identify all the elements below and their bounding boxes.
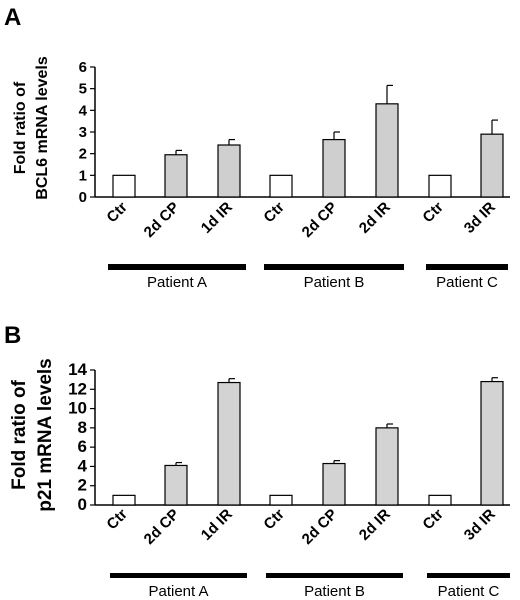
bar-2d-cp	[322, 462, 346, 506]
x-tick-label: 2d CP	[299, 199, 341, 241]
chart-panel-A: A Fold ratio of BCL6 mRNA levels 0 1 2 3 4 5 6 Ctr…	[4, 4, 510, 291]
x-tick-label: Ctr	[260, 199, 287, 226]
y-tick-label: 12	[68, 379, 87, 398]
group-label: Patient B	[304, 583, 365, 600]
y-axis-label-line: Fold ratio of	[12, 81, 29, 174]
x-tick-label: 1d IR	[198, 199, 236, 237]
x-tick-label: 2d IR	[356, 506, 394, 544]
y-tick-label: 2	[79, 146, 87, 163]
bar-ctr	[112, 174, 136, 198]
y-tick-label: 4	[78, 456, 88, 475]
x-tick-label: 1d IR	[198, 506, 236, 544]
bar-2d-ir	[375, 427, 399, 506]
bar-1d-ir	[217, 144, 241, 198]
group-line	[108, 264, 246, 270]
y-tick-label: 6	[78, 437, 87, 456]
x-tick-label: 2d CP	[141, 506, 183, 548]
group-line	[264, 264, 404, 270]
panel-label: B	[4, 322, 21, 349]
y-tick-label: 8	[78, 418, 87, 437]
bar-ctr	[428, 174, 452, 198]
y-axis-label-line: Fold ratio of	[9, 379, 30, 489]
group-label: Patient C	[436, 274, 498, 291]
chart-panel-B: B Fold ratio of p21 mRNA levels 02468101214…	[4, 322, 510, 600]
y-axis-label-line: p21 mRNA levels	[35, 358, 56, 511]
group-label: Patient A	[147, 274, 207, 291]
x-tick-label: Ctr	[103, 199, 130, 226]
bar-2d-cp	[164, 464, 188, 506]
bar-2d-cp	[322, 138, 346, 198]
y-tick-label: 3	[79, 124, 87, 141]
bar-ctr	[269, 494, 293, 506]
bar-ctr	[112, 494, 136, 506]
x-tick-label: 3d IR	[461, 506, 499, 544]
y-tick-label: 10	[68, 399, 87, 418]
bar-2d-ir	[375, 103, 399, 198]
group-label: Patient A	[148, 583, 208, 600]
group-label: Patient B	[304, 274, 365, 291]
group-line	[266, 573, 403, 578]
group-line	[110, 573, 247, 578]
y-tick-label: 1	[79, 167, 87, 184]
panel-label: A	[4, 4, 21, 31]
y-tick-label: 4	[79, 102, 88, 119]
group-line	[426, 264, 508, 270]
y-tick-label: 5	[79, 81, 87, 98]
x-tick-label: 2d CP	[141, 199, 183, 241]
bar-3d-ir	[480, 380, 504, 506]
y-tick-label: 14	[68, 360, 87, 379]
group-line	[427, 573, 510, 578]
bar-ctr	[428, 494, 452, 506]
x-tick-label: Ctr	[260, 506, 287, 533]
bar-ctr	[269, 174, 293, 198]
y-tick-label: 6	[79, 59, 87, 76]
bar-3d-ir	[480, 133, 504, 198]
x-tick-label: Ctr	[103, 506, 130, 533]
x-tick-label: 2d IR	[356, 199, 394, 237]
bar-2d-cp	[164, 154, 188, 198]
y-tick-label: 0	[79, 189, 87, 206]
y-tick-label: 2	[78, 476, 87, 495]
y-tick-label: 0	[78, 495, 87, 514]
x-tick-label: Ctr	[419, 199, 446, 226]
x-tick-label: Ctr	[419, 506, 446, 533]
x-tick-label: 3d IR	[461, 199, 499, 237]
bar-1d-ir	[217, 381, 241, 506]
y-axis-label-line: BCL6 mRNA levels	[34, 56, 51, 200]
x-tick-label: 2d CP	[299, 506, 341, 548]
group-label: Patient C	[438, 583, 500, 600]
